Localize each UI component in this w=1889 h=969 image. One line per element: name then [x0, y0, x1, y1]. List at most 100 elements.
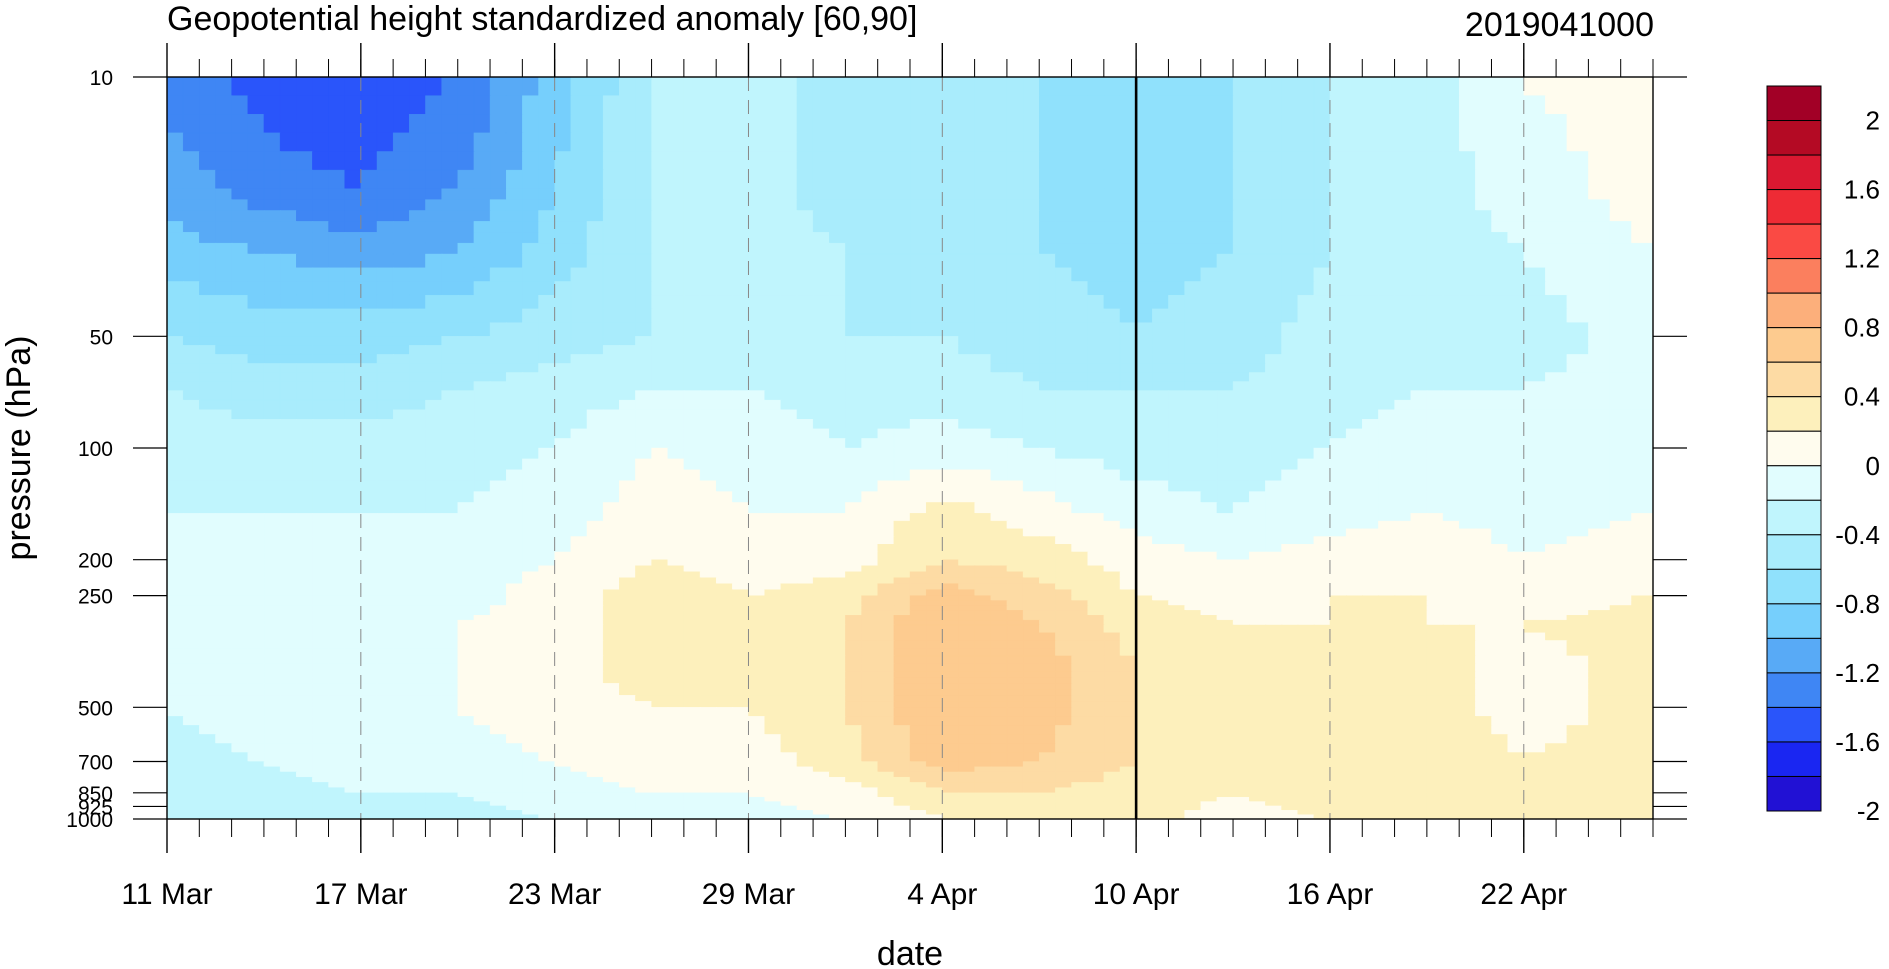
contour-cell [602, 151, 621, 171]
contour-cell [893, 458, 911, 471]
contour-cell [667, 399, 685, 411]
contour-cell [215, 114, 233, 134]
contour-cell [279, 571, 298, 579]
contour-cell [796, 615, 814, 621]
contour-cell [619, 610, 637, 617]
contour-cell [796, 95, 814, 116]
contour-cell [748, 336, 766, 347]
contour-cell [570, 605, 588, 612]
contour-cell [909, 95, 927, 116]
contour-cell [667, 372, 685, 383]
contour-cell [1216, 610, 1234, 617]
contour-cell [1055, 551, 1073, 561]
contour-cell [1216, 551, 1234, 561]
contour-cell [942, 469, 960, 482]
contour-cell [990, 363, 1008, 374]
contour-cell [990, 469, 1008, 482]
contour-cell [925, 95, 944, 116]
contour-cell [1394, 565, 1412, 573]
contour-cell [1475, 308, 1493, 324]
contour-cell [1394, 610, 1412, 617]
contour-cell [1458, 438, 1477, 449]
contour-cell [1609, 469, 1633, 482]
contour-cell [522, 221, 540, 234]
contour-cell [1248, 447, 1267, 460]
contour-cell [990, 294, 1008, 310]
contour-cell [312, 390, 330, 401]
contour-cell [1378, 381, 1396, 392]
contour-cell [1039, 551, 1057, 561]
contour-cell [925, 595, 944, 602]
contour-cell [182, 221, 201, 234]
contour-cell [1248, 502, 1267, 515]
contour-cell [974, 615, 992, 621]
contour-cell [990, 583, 1008, 591]
contour-cell [1442, 610, 1460, 617]
contour-cell [522, 399, 540, 411]
contour-cell [1039, 399, 1057, 411]
contour-cell [812, 589, 831, 597]
contour-cell [554, 308, 572, 324]
contour-cell [1216, 615, 1234, 621]
contour-cell [1566, 565, 1590, 573]
contour-cell [199, 399, 217, 411]
contour-cell [877, 577, 895, 585]
contour-cell [909, 615, 927, 621]
contour-cell [635, 188, 653, 201]
contour-cell [990, 502, 1008, 515]
contour-cell [1216, 595, 1234, 602]
contour-cell [1119, 419, 1137, 430]
contour-cell [1523, 600, 1547, 607]
contour-cell [1588, 232, 1611, 244]
contour-cell [1200, 281, 1218, 296]
contour-cell [1523, 199, 1547, 212]
contour-cell [489, 610, 507, 617]
contour-cell [1458, 559, 1477, 567]
contour-cell [1039, 615, 1057, 621]
contour-cell [829, 77, 847, 97]
contour-cell [1475, 390, 1493, 401]
contour-cell [1119, 520, 1137, 530]
contour-cell [780, 502, 798, 515]
contour-cell [538, 520, 556, 530]
contour-cell [861, 95, 879, 116]
contour-cell [1200, 502, 1218, 515]
contour-cell [182, 151, 201, 171]
contour-cell [829, 294, 847, 310]
contour-cell [699, 438, 717, 449]
contour-cell [942, 528, 960, 538]
contour-cell [651, 95, 669, 116]
contour-cell [1491, 253, 1509, 269]
contour-cell [328, 77, 346, 97]
contour-cell [1523, 565, 1547, 573]
contour-cell [909, 589, 927, 597]
contour-cell [893, 565, 911, 573]
contour-cell [715, 571, 734, 579]
contour-cell [457, 114, 475, 134]
contour-cell [1609, 232, 1633, 244]
contour-cell [1329, 363, 1347, 374]
contour-cell [1200, 363, 1218, 374]
contour-cell [1039, 491, 1057, 504]
contour-cell [1103, 480, 1121, 493]
contour-cell [1232, 577, 1250, 585]
contour-cell [732, 308, 750, 324]
contour-cell [409, 308, 427, 324]
contour-cell [1087, 242, 1105, 255]
contour-cell [344, 188, 362, 201]
contour-cell [1152, 571, 1170, 579]
contour-cell [845, 559, 863, 567]
contour-cell [829, 610, 847, 617]
contour-cell [958, 559, 976, 567]
contour-cell [925, 267, 944, 283]
contour-cell [780, 390, 798, 401]
contour-cell [1410, 605, 1428, 612]
contour-cell [328, 583, 346, 591]
contour-cell [958, 624, 976, 634]
contour-cell [263, 469, 281, 482]
contour-cell [199, 528, 217, 538]
contour-cell [1006, 605, 1024, 612]
contour-cell [1135, 308, 1154, 324]
contour-cell [829, 565, 847, 573]
contour-cell [344, 242, 362, 255]
